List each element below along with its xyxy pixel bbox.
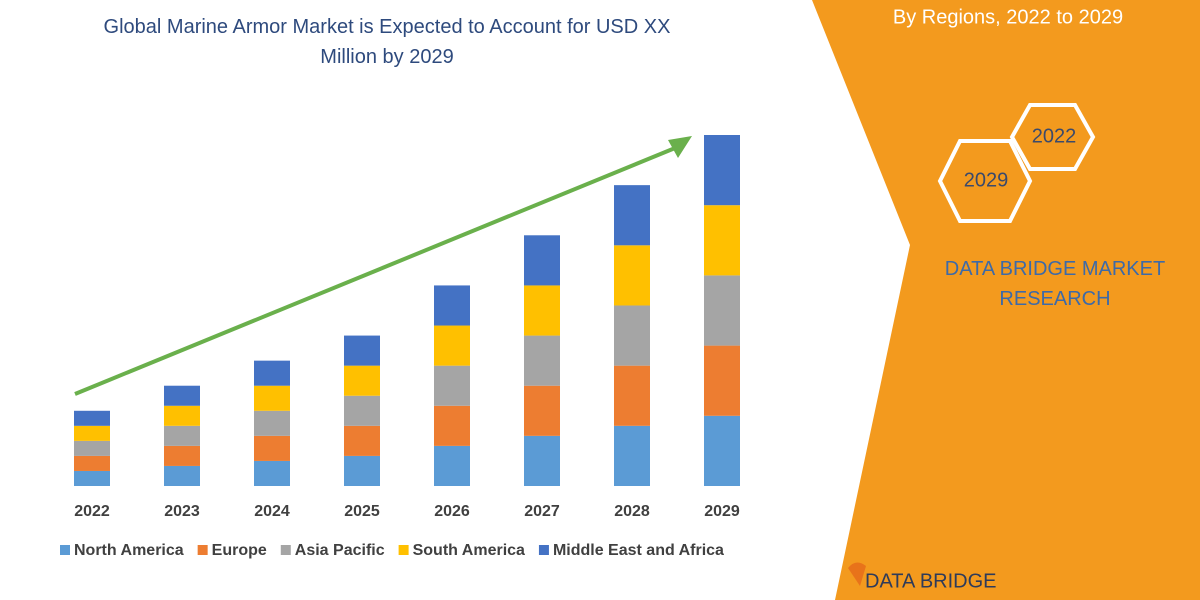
bar-segment bbox=[434, 365, 470, 406]
x-tick-label: 2027 bbox=[524, 503, 560, 520]
bar-segment bbox=[434, 405, 470, 446]
legend-swatch bbox=[280, 545, 291, 555]
x-tick-label: 2029 bbox=[704, 503, 740, 520]
bar-segment bbox=[704, 415, 740, 486]
bar-segment bbox=[434, 325, 470, 366]
legend-swatch bbox=[60, 545, 70, 555]
x-tick-label: 2022 bbox=[74, 503, 110, 520]
bar-segment bbox=[254, 385, 290, 411]
bar-segment bbox=[164, 465, 200, 486]
legend-swatch bbox=[538, 545, 549, 555]
bar-segment bbox=[74, 410, 110, 426]
legend-label: North America bbox=[74, 542, 184, 559]
bar-segment bbox=[74, 455, 110, 471]
side-panel bbox=[812, 0, 1200, 600]
bar-segment bbox=[254, 460, 290, 486]
bar-segment bbox=[524, 335, 560, 386]
bar-segment bbox=[704, 275, 740, 346]
bar-segment bbox=[74, 440, 110, 456]
hexagon bbox=[937, 139, 1033, 223]
bar-segment bbox=[434, 445, 470, 486]
logo-icon bbox=[848, 562, 866, 586]
legend-swatch bbox=[398, 545, 409, 555]
bar-segment bbox=[164, 385, 200, 406]
bar-segment bbox=[614, 425, 650, 486]
legend-label: Europe bbox=[212, 542, 267, 559]
brand-text: DATA BRIDGE MARKET RESEARCH bbox=[944, 258, 1166, 310]
bar-segment bbox=[254, 410, 290, 436]
bar-segment bbox=[524, 285, 560, 336]
bar-segment bbox=[524, 235, 560, 286]
bar-segment bbox=[164, 445, 200, 466]
bar-segment bbox=[254, 435, 290, 461]
bar-segment bbox=[614, 245, 650, 306]
bar-segment bbox=[254, 360, 290, 386]
bar-segment bbox=[704, 135, 740, 206]
hexagon-label: 2029 bbox=[964, 169, 1009, 191]
logo-text: DATA BRIDGE bbox=[865, 570, 997, 592]
bar-segment bbox=[524, 435, 560, 486]
bar-segment bbox=[704, 205, 740, 276]
bar-segment bbox=[344, 365, 380, 396]
legend-label: Middle East and Africa bbox=[553, 542, 724, 559]
legend-label: South America bbox=[413, 542, 525, 559]
bar-segment bbox=[704, 345, 740, 416]
bar-segment bbox=[164, 425, 200, 446]
arrow-head bbox=[668, 136, 692, 158]
trend-arrow bbox=[74, 144, 681, 396]
bar-segment bbox=[344, 335, 380, 366]
bar-segment bbox=[434, 285, 470, 326]
bar-segment bbox=[344, 395, 380, 426]
x-tick-label: 2028 bbox=[614, 503, 650, 520]
hexagon-label: 2022 bbox=[1032, 125, 1077, 147]
legend-swatch bbox=[197, 545, 208, 555]
bar-segment bbox=[344, 455, 380, 486]
panel-subtitle: By Regions, 2022 to 2029 bbox=[893, 6, 1123, 28]
bar-segment bbox=[614, 365, 650, 426]
x-tick-label: 2025 bbox=[344, 503, 380, 520]
hexagon bbox=[1009, 103, 1096, 171]
legend-label: Asia Pacific bbox=[295, 542, 385, 559]
bar-segment bbox=[74, 470, 110, 486]
bar-segment bbox=[344, 425, 380, 456]
x-tick-label: 2024 bbox=[254, 503, 290, 520]
bar-segment bbox=[524, 385, 560, 436]
chart-title: Global Marine Armor Market is Expected t… bbox=[103, 16, 671, 68]
x-tick-label: 2026 bbox=[434, 503, 470, 520]
bar-segment bbox=[614, 305, 650, 366]
bar-segment bbox=[614, 185, 650, 246]
bar-segment bbox=[74, 425, 110, 441]
bar-segment bbox=[164, 405, 200, 426]
x-tick-label: 2023 bbox=[164, 503, 200, 520]
